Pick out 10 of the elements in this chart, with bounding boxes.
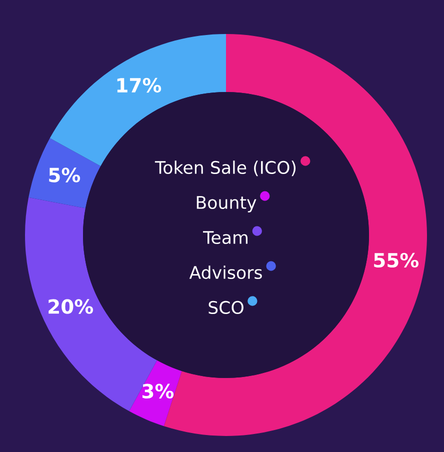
data-label: 3% — [142, 384, 174, 398]
legend-label: Token Sale (ICO) — [154, 160, 296, 176]
legend-label: Advisors — [189, 266, 262, 280]
legend-label: SCO — [208, 300, 244, 314]
data-label: 20% — [48, 299, 94, 314]
legend-label: Bounty — [196, 196, 256, 212]
data-label: 17% — [117, 78, 162, 93]
data-label: 5% — [49, 168, 80, 182]
data-label: 55% — [374, 252, 419, 268]
legend-label: Team — [203, 231, 248, 244]
